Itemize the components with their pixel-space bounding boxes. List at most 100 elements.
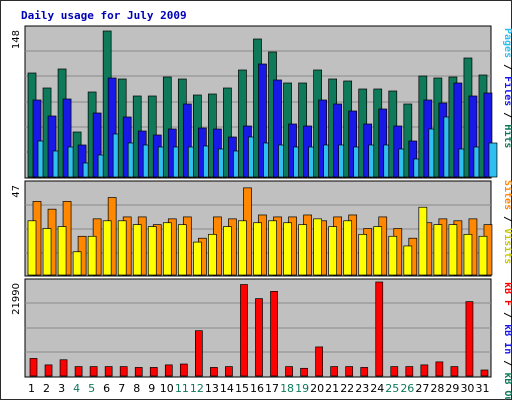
kbytes-legend-item: kB In bbox=[502, 324, 512, 354]
visits-bar bbox=[433, 224, 443, 276]
x-tick-label: 25 bbox=[385, 382, 399, 395]
visits-bar bbox=[117, 220, 127, 276]
files-bar bbox=[182, 103, 192, 178]
x-tick-label: 29 bbox=[445, 382, 459, 395]
visits-bar bbox=[238, 220, 247, 276]
traffic-legend-item: / bbox=[502, 106, 512, 124]
visits-bar bbox=[57, 226, 67, 276]
kb-f-bar bbox=[360, 367, 369, 377]
kb-f-bar bbox=[270, 291, 278, 377]
x-tick-label: 2 bbox=[43, 382, 50, 395]
x-tick-label: 15 bbox=[235, 382, 249, 395]
kbytes-legend-item: kB Out bbox=[502, 372, 512, 400]
x-tick-label: 10 bbox=[160, 382, 174, 395]
kb-f-bar bbox=[345, 366, 354, 377]
kb-f-bar bbox=[330, 366, 338, 377]
visits-bar bbox=[478, 235, 488, 276]
kb-f-bar bbox=[59, 359, 68, 377]
hits-bar bbox=[162, 76, 172, 178]
kb-f-bar bbox=[285, 366, 293, 377]
visits-bar bbox=[87, 235, 97, 276]
kb-f-bar bbox=[74, 366, 83, 377]
files-bar bbox=[453, 82, 463, 178]
files-bar bbox=[47, 115, 57, 178]
x-tick-label: 26 bbox=[400, 382, 414, 395]
files-bar bbox=[273, 79, 282, 178]
files-bar bbox=[378, 108, 388, 178]
files-bar bbox=[258, 63, 267, 178]
visits-bar bbox=[328, 226, 337, 276]
visits-bar bbox=[463, 233, 473, 276]
kb-f-bar bbox=[255, 298, 263, 377]
kbytes-legend-item: kB F bbox=[502, 282, 512, 306]
kb-f-bar bbox=[89, 366, 98, 377]
kb-f-bar bbox=[300, 367, 308, 377]
x-tick-label: 1 bbox=[28, 382, 35, 395]
kb-f-bar bbox=[375, 281, 384, 377]
x-tick-label: 17 bbox=[265, 382, 279, 395]
kb-f-bar bbox=[390, 366, 399, 377]
visits-bar bbox=[268, 220, 277, 276]
traffic-legend-item: Pages bbox=[502, 28, 512, 58]
x-tick-label: 30 bbox=[460, 382, 474, 395]
files-bar bbox=[348, 110, 358, 178]
visits-bar bbox=[72, 251, 82, 276]
visits-legend: Sites / Visits bbox=[502, 180, 512, 264]
traffic-ymax-label: 148 bbox=[11, 30, 22, 49]
visits-bar bbox=[298, 224, 307, 276]
kb-f-bar bbox=[119, 366, 128, 377]
x-tick-label: 28 bbox=[430, 382, 444, 395]
x-tick-label: 19 bbox=[295, 382, 309, 395]
kb-f-bar bbox=[420, 364, 429, 377]
visits-bar bbox=[358, 233, 368, 276]
files-bar bbox=[468, 95, 478, 178]
visits-legend-item: Sites bbox=[502, 180, 512, 210]
kbytes-legend: kB F / kB In / kB Out bbox=[502, 282, 512, 400]
visits-bar bbox=[403, 245, 413, 276]
chart-title: Daily usage for July 2009 bbox=[21, 9, 187, 22]
x-tick-label: 6 bbox=[103, 382, 110, 395]
x-tick-label: 18 bbox=[280, 382, 294, 395]
x-tick-label: 22 bbox=[340, 382, 354, 395]
visits-bar bbox=[223, 226, 232, 276]
visits-legend-item: Visits bbox=[502, 228, 512, 264]
visits-bar bbox=[132, 224, 142, 276]
x-tick-label: 8 bbox=[133, 382, 140, 395]
x-tick-label: 21 bbox=[325, 382, 339, 395]
files-bar bbox=[32, 99, 42, 178]
kb-f-bar bbox=[450, 366, 459, 377]
visits-bar bbox=[147, 226, 157, 276]
visits-bar bbox=[313, 218, 322, 276]
kb-f-bar bbox=[210, 367, 218, 377]
visits-bar bbox=[418, 206, 428, 276]
visits-bar bbox=[27, 220, 37, 276]
files-bar bbox=[333, 103, 342, 178]
x-tick-label: 16 bbox=[250, 382, 264, 395]
x-tick-label: 11 bbox=[175, 382, 189, 395]
visits-bar bbox=[42, 228, 52, 276]
hits-bar bbox=[223, 87, 232, 178]
visits-bar bbox=[193, 241, 202, 276]
files-bar bbox=[318, 99, 327, 178]
visits-legend-item: / bbox=[502, 210, 512, 228]
visits-bar bbox=[253, 222, 262, 276]
visits-bar bbox=[388, 235, 398, 276]
kb-f-bar bbox=[480, 369, 489, 377]
x-tick-label: 27 bbox=[415, 382, 429, 395]
kb-f-bar bbox=[134, 367, 143, 377]
x-tick-label: 14 bbox=[220, 382, 234, 395]
x-tick-label: 5 bbox=[88, 382, 95, 395]
kbytes-legend-item: / bbox=[502, 306, 512, 324]
kb-f-bar bbox=[435, 361, 444, 377]
visits-bar bbox=[343, 220, 353, 276]
visits-bar bbox=[162, 222, 172, 276]
traffic-legend: Pages / Files / Hits bbox=[502, 28, 512, 148]
kb-f-bar bbox=[44, 364, 53, 377]
kb-f-bar bbox=[195, 330, 203, 377]
kbytes-legend-item: / bbox=[502, 354, 512, 372]
x-tick-label: 23 bbox=[355, 382, 369, 395]
visits-bar bbox=[283, 222, 292, 276]
kbytes-ymax-label: 21990 bbox=[11, 283, 22, 315]
kb-f-bar bbox=[405, 366, 414, 377]
